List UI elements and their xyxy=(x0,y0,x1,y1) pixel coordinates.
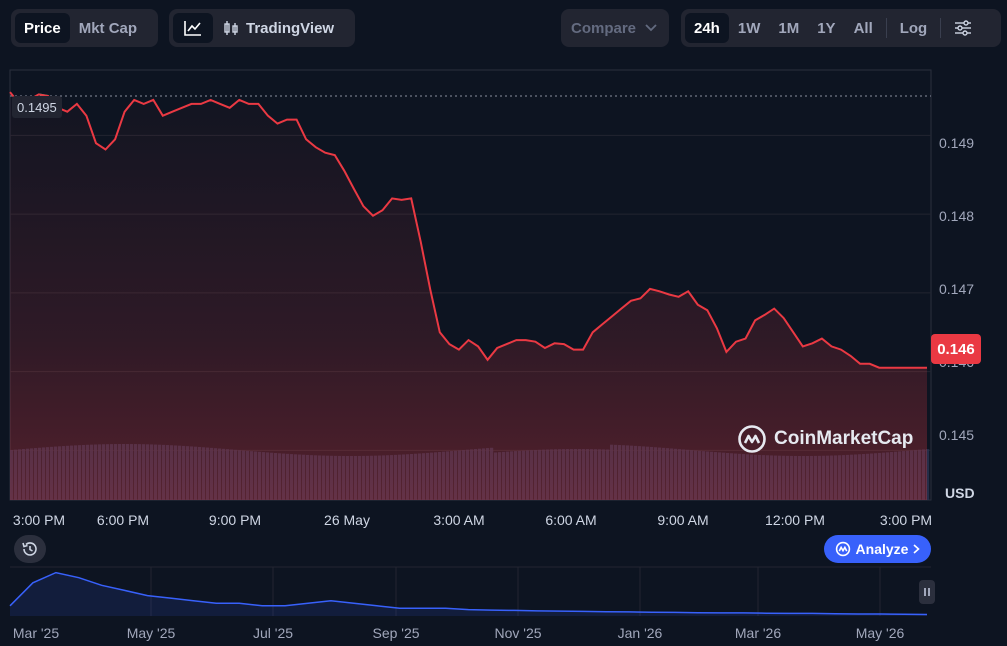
compare-dropdown[interactable]: Compare xyxy=(561,9,669,47)
coinmarketcap-logo-icon xyxy=(835,541,850,557)
navigator-tick-label: Mar '26 xyxy=(734,625,782,641)
navigator-area xyxy=(10,572,927,616)
volume-bar xyxy=(926,449,930,500)
x-tick-label: 3:00 PM xyxy=(879,512,933,528)
navigator-line xyxy=(9,571,928,616)
y-tick-label: 0.145 xyxy=(939,427,975,443)
price-mktcap-toggle: Price Mkt Cap xyxy=(11,9,158,47)
x-tick-label: 9:00 AM xyxy=(657,512,709,528)
currency-label: USD xyxy=(945,485,975,501)
x-tick-label: 12:00 PM xyxy=(765,512,825,528)
start-price-badge: 0.1495 xyxy=(12,96,62,118)
coinmarketcap-watermark: CoinMarketCap xyxy=(737,424,913,454)
price-tab[interactable]: Price xyxy=(15,13,70,43)
analyze-label: Analyze xyxy=(855,541,909,557)
log-scale-button[interactable]: Log xyxy=(899,19,928,37)
chevron-right-icon xyxy=(913,544,921,554)
tradingview-label: TradingView xyxy=(246,19,335,37)
price-line-below-ref xyxy=(9,91,927,369)
coinmarketcap-logo-icon xyxy=(738,425,766,453)
tradingview-button[interactable]: TradingView xyxy=(213,13,343,43)
y-tick-label: 0.147 xyxy=(939,281,975,297)
sliders-icon xyxy=(955,20,972,36)
navigator-pause-handle[interactable] xyxy=(919,580,935,604)
toolbar-divider xyxy=(940,18,942,38)
navigator-grid xyxy=(150,567,881,616)
history-icon xyxy=(22,542,37,556)
navigator-tick-label: May '26 xyxy=(855,625,905,641)
x-tick-label: 3:00 PM xyxy=(12,512,66,528)
range-1w-button[interactable]: 1W xyxy=(737,19,761,37)
range-1m-button[interactable]: 1M xyxy=(778,19,800,37)
navigator-tick-label: Nov '25 xyxy=(494,625,542,641)
range-1y-button[interactable]: 1Y xyxy=(817,19,836,37)
range-all-button[interactable]: All xyxy=(853,19,873,37)
current-price-badge: 0.146 xyxy=(931,334,981,364)
navigator-tick-label: May '25 xyxy=(126,625,176,641)
price-area-fill xyxy=(10,92,927,500)
toolbar-divider xyxy=(885,18,887,38)
watermark-text: CoinMarketCap xyxy=(774,428,914,449)
y-tick-label: 0.148 xyxy=(939,208,975,224)
chart-style-toggle: TradingView xyxy=(169,9,355,47)
line-chart-icon xyxy=(184,21,201,36)
candlestick-icon xyxy=(224,21,238,35)
navigator-tick-label: Mar '25 xyxy=(12,625,60,641)
mktcap-tab[interactable]: Mkt Cap xyxy=(78,19,138,37)
x-tick-label: 9:00 PM xyxy=(208,512,262,528)
range-24h-button[interactable]: 24h xyxy=(685,13,729,43)
compare-label: Compare xyxy=(571,19,637,37)
x-tick-label: 26 May xyxy=(324,512,370,528)
history-button[interactable] xyxy=(14,535,46,563)
analyze-button[interactable]: Analyze xyxy=(824,535,931,563)
navigator-tick-label: Jan '26 xyxy=(617,625,663,641)
x-tick-label: 6:00 PM xyxy=(96,512,150,528)
navigator-tick-label: Jul '25 xyxy=(252,625,294,641)
x-tick-label: 3:00 AM xyxy=(433,512,485,528)
navigator-tick-label: Sep '25 xyxy=(372,625,420,641)
line-chart-button[interactable] xyxy=(173,13,213,43)
y-tick-label: 0.149 xyxy=(939,135,975,151)
chevron-down-icon xyxy=(645,24,657,32)
range-selector: 24h 1W 1M 1Y All Log xyxy=(681,9,1001,47)
x-tick-label: 6:00 AM xyxy=(545,512,597,528)
settings-button[interactable] xyxy=(945,13,981,43)
pause-icon xyxy=(924,588,930,596)
